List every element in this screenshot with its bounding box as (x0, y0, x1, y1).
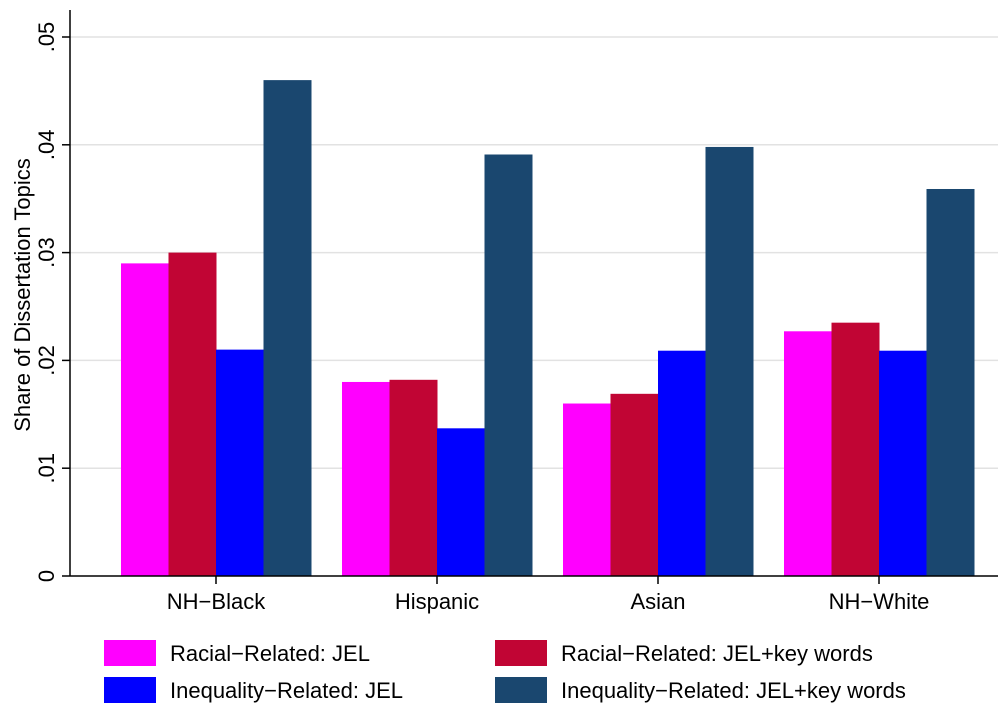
y-ticks: 0 .01 .02 .03 .04 .05 (34, 22, 70, 582)
legend: Racial−Related: JEL Racial−Related: JEL+k… (104, 640, 906, 703)
legend-label: Inequality−Related: JEL+key words (561, 678, 906, 703)
bar (610, 393, 659, 576)
bar (784, 331, 832, 576)
bar (168, 252, 217, 576)
y-tick-label: .03 (34, 237, 59, 268)
bar (342, 381, 390, 576)
y-tick-label: .04 (34, 130, 59, 161)
legend-swatch (104, 640, 156, 666)
y-tick-label: .01 (34, 453, 59, 484)
y-tick-label: 0 (34, 570, 59, 582)
bar (705, 146, 754, 576)
bar (879, 350, 927, 576)
bar (121, 263, 169, 576)
legend-swatch (495, 640, 547, 666)
bar (437, 428, 485, 576)
bar (831, 322, 880, 576)
bars (121, 80, 975, 577)
legend-swatch (104, 677, 156, 703)
y-tick-label: .05 (34, 22, 59, 53)
x-tick-label: Hispanic (395, 589, 479, 614)
legend-label: Racial−Related: JEL+key words (561, 641, 873, 666)
legend-label: Inequality−Related: JEL (170, 678, 403, 703)
bar (389, 379, 438, 576)
bar (484, 154, 533, 576)
bar (563, 403, 611, 576)
x-tick-label: NH−Black (167, 589, 266, 614)
bar (658, 350, 706, 576)
y-tick-label: .02 (34, 345, 59, 376)
bar (926, 188, 975, 577)
x-tick-label: NH−White (829, 589, 930, 614)
bar (263, 80, 312, 577)
legend-label: Racial−Related: JEL (170, 641, 370, 666)
y-axis-label: Share of Dissertation Topics (10, 158, 35, 432)
legend-swatch (495, 677, 547, 703)
bar (216, 349, 264, 576)
x-ticks: NH−Black Hispanic Asian NH−White (167, 576, 930, 614)
x-tick-label: Asian (630, 589, 685, 614)
